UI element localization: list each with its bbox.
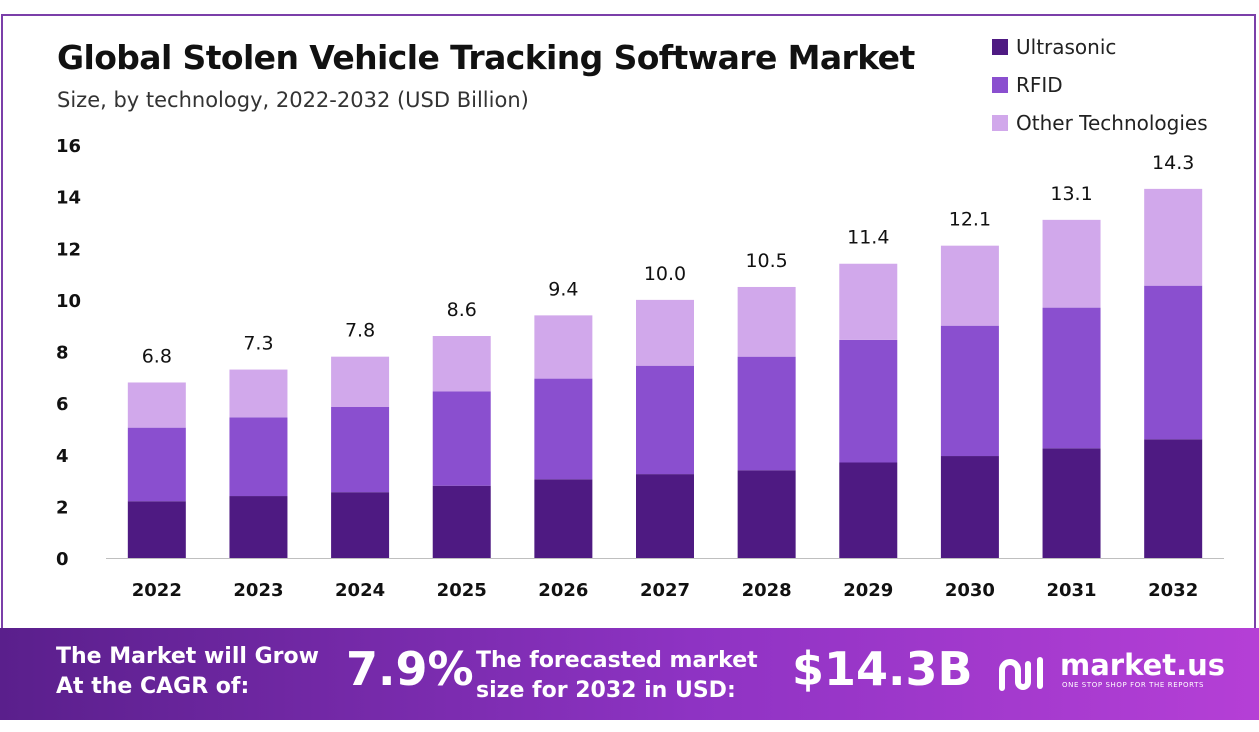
bar-segment	[127, 501, 186, 558]
legend-swatch-ultrasonic	[992, 39, 1008, 55]
legend-label-ultrasonic: Ultrasonic	[1016, 35, 1117, 59]
legend-item-ultrasonic: Ultrasonic	[992, 28, 1208, 66]
bar-segment	[1144, 285, 1203, 440]
forecast-label-line1: The forecasted market	[476, 648, 758, 673]
bar-segment	[1042, 448, 1101, 558]
legend-swatch-other-technologies	[992, 115, 1008, 131]
bar-segment	[331, 492, 390, 558]
x-tick-label: 2025	[437, 580, 487, 601]
x-tick-label: 2023	[233, 580, 283, 601]
x-tick-label: 2032	[1148, 580, 1198, 601]
bar-total-label: 13.1	[1050, 183, 1092, 205]
bar-segment	[432, 391, 491, 486]
brand-name: market.us	[1060, 648, 1226, 682]
x-tick-label: 2024	[335, 580, 385, 601]
legend-label-rfid: RFID	[1016, 73, 1063, 97]
chart-subtitle: Size, by technology, 2022-2032 (USD Bill…	[57, 88, 529, 112]
bar-segment	[331, 406, 390, 493]
bar-segment	[534, 315, 593, 379]
forecast-value: $14.3B	[792, 642, 973, 696]
x-tick-label: 2031	[1046, 580, 1096, 601]
legend-swatch-rfid	[992, 77, 1008, 93]
forecast-label: The forecasted market size for 2032 in U…	[476, 646, 758, 706]
x-tick-label: 2022	[132, 580, 182, 601]
y-tick-label: 16	[56, 136, 81, 157]
cagr-value: 7.9%	[346, 642, 474, 696]
legend-item-rfid: RFID	[992, 66, 1208, 104]
x-tick-label: 2030	[945, 580, 995, 601]
bar-segment	[737, 470, 796, 558]
legend-label-other-technologies: Other Technologies	[1016, 111, 1208, 135]
bar-total-label: 6.8	[142, 345, 172, 367]
bar-segment	[1042, 219, 1101, 308]
bar-total-label: 10.5	[745, 250, 787, 272]
bar-total-label: 11.4	[847, 227, 889, 249]
bar-segment	[1144, 188, 1203, 286]
chart-title: Global Stolen Vehicle Tracking Software …	[57, 38, 915, 77]
cagr-label-line2: At the CAGR of:	[56, 674, 250, 699]
chart-legend: Ultrasonic RFID Other Technologies	[992, 28, 1208, 142]
bar-segment	[229, 369, 288, 418]
y-tick-label: 6	[56, 394, 69, 415]
bar-segment	[229, 417, 288, 497]
y-tick-label: 8	[56, 343, 69, 364]
market-us-logo-icon	[999, 657, 1043, 691]
forecast-label-line2: size for 2032 in USD:	[476, 678, 736, 703]
cagr-label: The Market will Grow At the CAGR of:	[56, 642, 319, 702]
bar-segment	[229, 496, 288, 558]
bar-segment	[127, 427, 186, 502]
bar-segment	[534, 378, 593, 480]
brand-tagline: ONE STOP SHOP FOR THE REPORTS	[1062, 681, 1205, 689]
bar-segment	[636, 365, 694, 475]
y-tick-label: 2	[56, 497, 69, 518]
bar-total-label: 7.3	[243, 333, 273, 355]
bar-segment	[432, 336, 491, 392]
bar-segment	[636, 299, 694, 366]
y-tick-label: 14	[56, 188, 81, 209]
y-tick-label: 12	[56, 239, 81, 260]
y-tick-label: 0	[56, 549, 69, 570]
legend-item-other-technologies: Other Technologies	[992, 104, 1208, 142]
bar-segment	[1144, 439, 1203, 558]
bar-segment	[940, 325, 999, 457]
bar-total-label: 12.1	[949, 209, 991, 231]
cagr-label-line1: The Market will Grow	[56, 644, 319, 669]
bar-segment	[839, 263, 898, 340]
footer-banner: The Market will Grow At the CAGR of: 7.9…	[0, 628, 1259, 720]
x-tick-label: 2026	[538, 580, 588, 601]
bar-segment	[432, 485, 491, 558]
bar-total-label: 9.4	[548, 278, 578, 300]
bar-segment	[1042, 307, 1101, 449]
bar-segment	[737, 286, 796, 357]
x-tick-label: 2028	[742, 580, 792, 601]
y-tick-label: 4	[56, 446, 69, 467]
bar-segment	[331, 356, 390, 407]
bar-total-label: 7.8	[345, 320, 375, 342]
x-tick-label: 2027	[640, 580, 690, 601]
bar-total-label: 10.0	[644, 263, 686, 285]
x-tick-label: 2029	[843, 580, 893, 601]
bar-segment	[127, 382, 186, 428]
bar-total-label: 14.3	[1152, 152, 1194, 174]
bar-segment	[940, 456, 999, 558]
bar-total-label: 8.6	[447, 299, 477, 321]
bar-segment	[737, 356, 796, 471]
bar-segment	[839, 462, 898, 558]
y-tick-label: 10	[56, 291, 81, 312]
bar-segment	[636, 474, 694, 558]
stacked-bar-chart: 0 2 4 6 8 10 12 14 16 6.8 2022 7.3 2023 7.8 2024 8.6 202…	[56, 136, 1224, 601]
bar-segment	[940, 245, 999, 326]
bar-segment	[839, 339, 898, 463]
bar-segment	[534, 479, 593, 558]
